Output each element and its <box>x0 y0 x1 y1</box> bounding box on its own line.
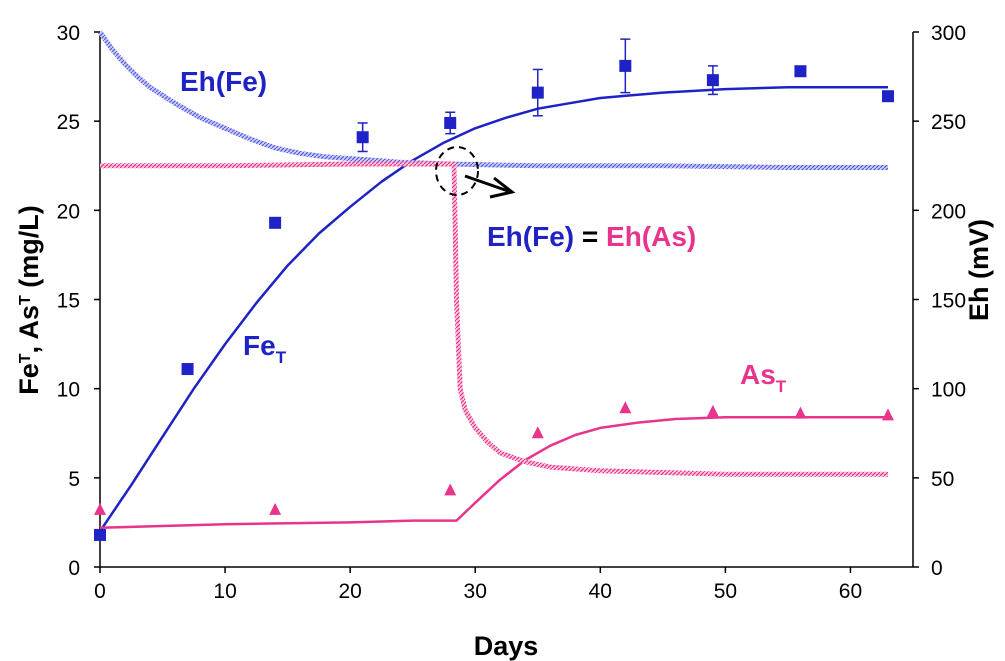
y-right-axis-title: Eh (mV) <box>964 219 994 321</box>
y-left-tick-label: 25 <box>57 111 80 134</box>
y-right-tick-label: 200 <box>931 200 966 223</box>
x-tick-label: 60 <box>839 580 862 603</box>
crossing-circle <box>435 146 479 196</box>
data-point <box>531 86 544 99</box>
series-line-4 <box>97 30 888 170</box>
data-point <box>794 65 807 78</box>
arrow-icon <box>464 174 516 199</box>
data-point <box>444 116 457 129</box>
data-point <box>94 528 106 541</box>
y-right-tick-label: 0 <box>931 557 943 580</box>
y-left-axis-title: FeT, AsT (mg/L) <box>14 205 44 395</box>
annotation-eh-fe: Eh(Fe) <box>180 66 267 97</box>
x-tick-label: 10 <box>213 580 236 603</box>
annotation-equality: Eh(Fe) = Eh(As) <box>487 221 696 252</box>
data-point <box>181 363 194 376</box>
y-right-tick-label: 300 <box>931 22 966 45</box>
series-line-2 <box>98 86 888 533</box>
y-right-tick-label: 100 <box>931 379 966 402</box>
data-point <box>619 401 632 414</box>
data-point <box>794 406 807 419</box>
ticks: 0 10 20 30 40 50 60051015202530050100150200250… <box>57 22 966 603</box>
data-point <box>444 483 457 496</box>
data-point <box>531 426 544 439</box>
axes <box>99 32 914 568</box>
data-point <box>706 74 719 87</box>
data-markers <box>94 38 894 541</box>
data-point <box>881 408 894 421</box>
y-left-tick-label: 10 <box>57 379 80 402</box>
y-right-tick-label: 50 <box>931 468 954 491</box>
annotation-as-t: AsT <box>740 359 787 396</box>
data-point <box>269 216 282 229</box>
data-point <box>706 404 719 417</box>
model-curves <box>97 30 888 533</box>
data-point <box>94 502 106 515</box>
series-line-5 <box>100 161 888 477</box>
y-left-tick-label: 5 <box>68 468 80 491</box>
y-left-tick-label: 30 <box>57 22 80 45</box>
x-axis-title: Days <box>474 631 539 661</box>
y-left-tick-label: 0 <box>68 557 80 580</box>
y-left-tick-label: 15 <box>57 290 80 313</box>
y-right-tick-label: 250 <box>931 111 966 134</box>
data-point <box>619 59 632 72</box>
data-point <box>881 90 894 103</box>
y-left-tick-label: 20 <box>57 200 80 223</box>
x-tick-label: 20 <box>338 580 361 603</box>
x-tick-label: 30 <box>464 580 487 603</box>
x-tick-label: 40 <box>589 580 612 603</box>
data-point <box>356 131 369 144</box>
y-right-tick-label: 150 <box>931 290 966 313</box>
x-tick-label: 0 <box>94 580 106 603</box>
x-tick-label: 50 <box>714 580 737 603</box>
data-point <box>269 502 282 515</box>
annotation-fe-t: FeT <box>243 330 287 367</box>
